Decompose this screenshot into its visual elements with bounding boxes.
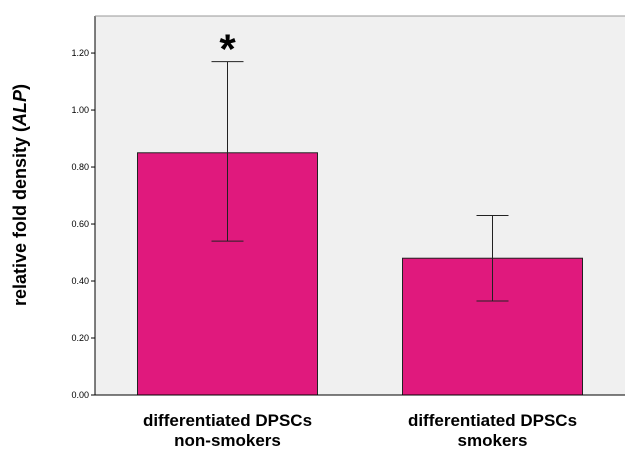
y-axis-label: relative fold density (ALP) <box>10 84 30 306</box>
significance-asterisk: * <box>219 26 236 73</box>
y-tick-label: 0.40 <box>71 276 89 286</box>
y-tick-label: 0.60 <box>71 219 89 229</box>
y-tick-label: 1.20 <box>71 48 89 58</box>
y-tick-label: 0.20 <box>71 333 89 343</box>
y-axis-label-suffix: ) <box>10 84 30 90</box>
category-label: differentiated DPSCs <box>143 411 312 430</box>
y-tick-label: 0.00 <box>71 390 89 400</box>
y-axis-label-italic: ALP <box>10 89 30 127</box>
category-label: differentiated DPSCs <box>408 411 577 430</box>
category-label: smokers <box>458 431 528 450</box>
y-tick-label: 0.80 <box>71 162 89 172</box>
y-tick-label: 1.00 <box>71 105 89 115</box>
category-label: non-smokers <box>174 431 281 450</box>
y-axis-label-prefix: relative fold density ( <box>10 126 30 306</box>
